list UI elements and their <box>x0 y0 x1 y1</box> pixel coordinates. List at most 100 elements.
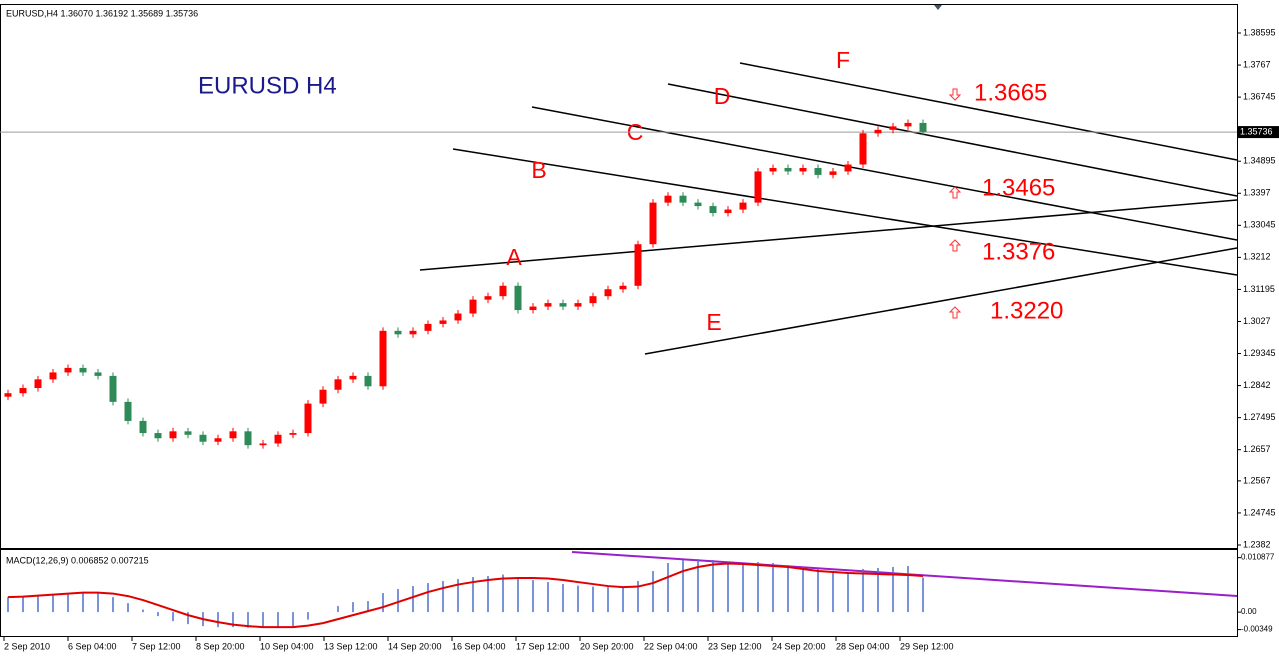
candle-body <box>604 289 612 297</box>
macd-y-tick-label: 0.010877 <box>1241 553 1275 562</box>
up-arrow <box>948 186 962 199</box>
y-tick-label: 1.2567 <box>1243 475 1271 485</box>
up-arrow <box>948 239 962 252</box>
wave-label: D <box>714 83 731 109</box>
trend-line <box>667 83 1238 197</box>
y-tick-label: 1.36745 <box>1243 91 1276 101</box>
candle-body <box>829 171 837 175</box>
chart-header: EURUSD,H4 1.36070 1.36192 1.35689 1.3573… <box>6 8 198 18</box>
candle-body <box>64 367 72 373</box>
candle-body <box>724 209 732 214</box>
y-tick-label: 1.3212 <box>1243 252 1271 262</box>
candle-body <box>184 431 192 435</box>
candle-body <box>784 167 792 172</box>
y-tick-label: 1.3767 <box>1243 59 1271 69</box>
candle-body <box>34 379 42 389</box>
last-price-label: 1.35736 <box>1240 126 1273 136</box>
y-tick-label: 1.24745 <box>1243 507 1276 517</box>
x-tick-label: 10 Sep 04:00 <box>260 641 314 651</box>
candle-body <box>694 202 702 207</box>
x-tick-label: 17 Sep 12:00 <box>516 641 570 651</box>
trend-line <box>739 62 1238 161</box>
candle-body <box>559 303 567 307</box>
candle-body <box>439 320 447 324</box>
price-pane <box>0 4 1238 549</box>
y-tick-label: 1.3027 <box>1243 316 1271 326</box>
candle-body <box>454 313 462 321</box>
x-tick-label: 13 Sep 12:00 <box>324 641 378 651</box>
level-label: 1.3665 <box>974 79 1047 106</box>
candle-body <box>94 372 102 376</box>
level-label: 1.3376 <box>982 238 1055 265</box>
x-tick-label: 8 Sep 20:00 <box>196 641 245 651</box>
y-tick-label: 1.27495 <box>1243 412 1276 422</box>
x-tick-label: 6 Sep 04:00 <box>68 641 117 651</box>
candle-body <box>679 195 687 203</box>
candle-body <box>889 126 897 130</box>
candle-body <box>394 330 402 335</box>
macd-y-tick-label: 0.00 <box>1241 607 1257 616</box>
candle-body <box>799 167 807 172</box>
candle-body <box>709 206 717 214</box>
y-tick-label: 1.33045 <box>1243 220 1276 230</box>
y-tick-label: 1.38595 <box>1243 27 1276 37</box>
down-arrow <box>948 88 962 101</box>
trend-line <box>531 106 1238 241</box>
macd-signal-line <box>7 562 924 629</box>
x-tick-label: 24 Sep 20:00 <box>772 641 826 651</box>
x-tick-label: 7 Sep 12:00 <box>132 641 181 651</box>
candle-body <box>364 375 372 387</box>
chart-title: EURUSD H4 <box>198 72 337 99</box>
candle-body <box>859 133 867 165</box>
candle-body <box>589 296 597 304</box>
level-label: 1.3220 <box>990 297 1063 324</box>
candle-body <box>304 403 312 434</box>
y-tick-label: 1.29345 <box>1243 348 1276 358</box>
candle-body <box>349 375 357 380</box>
candle-body <box>484 296 492 300</box>
candle-body <box>334 379 342 390</box>
y-tick-label: 1.2842 <box>1243 380 1271 390</box>
x-tick-label: 16 Sep 04:00 <box>452 641 506 651</box>
x-tick-label: 14 Sep 20:00 <box>388 641 442 651</box>
candle-body <box>169 431 177 439</box>
candle-body <box>319 389 327 404</box>
trend-line <box>419 199 1238 271</box>
candle-body <box>919 122 927 132</box>
candle-body <box>844 164 852 172</box>
trend-line <box>452 148 1238 276</box>
candle-body <box>874 129 882 134</box>
candle-body <box>154 433 162 439</box>
candle-body <box>814 167 822 175</box>
candle-body <box>79 367 87 373</box>
candle-body <box>469 299 477 314</box>
up-arrow <box>948 306 962 319</box>
trend-line <box>644 247 1238 355</box>
candle-body <box>289 433 297 435</box>
candle-body <box>769 167 777 172</box>
y-tick-label: 1.31195 <box>1243 284 1275 294</box>
candle-body <box>754 171 762 203</box>
candle-body <box>49 372 57 380</box>
y-tick-label: 1.34895 <box>1243 156 1276 166</box>
wave-label: F <box>836 47 850 73</box>
candle-body <box>124 401 132 421</box>
level-label: 1.3465 <box>982 174 1055 201</box>
candle-body <box>229 431 237 439</box>
candle-body <box>4 393 12 397</box>
x-tick-label: 23 Sep 12:00 <box>708 641 762 651</box>
candle-body <box>244 431 252 446</box>
candle-body <box>379 330 387 387</box>
last-price-box <box>1238 126 1279 139</box>
candle-body <box>499 285 507 297</box>
y-tick-label: 1.2382 <box>1243 539 1271 549</box>
candle-body <box>739 202 747 210</box>
candle-body <box>529 306 537 311</box>
y-tick-label: 1.3397 <box>1243 188 1271 198</box>
candle-body <box>259 443 267 446</box>
macd-pane <box>0 549 1238 637</box>
macd-header: MACD(12,26,9) 0.006852 0.007215 <box>6 555 149 565</box>
candle-body <box>514 285 522 311</box>
